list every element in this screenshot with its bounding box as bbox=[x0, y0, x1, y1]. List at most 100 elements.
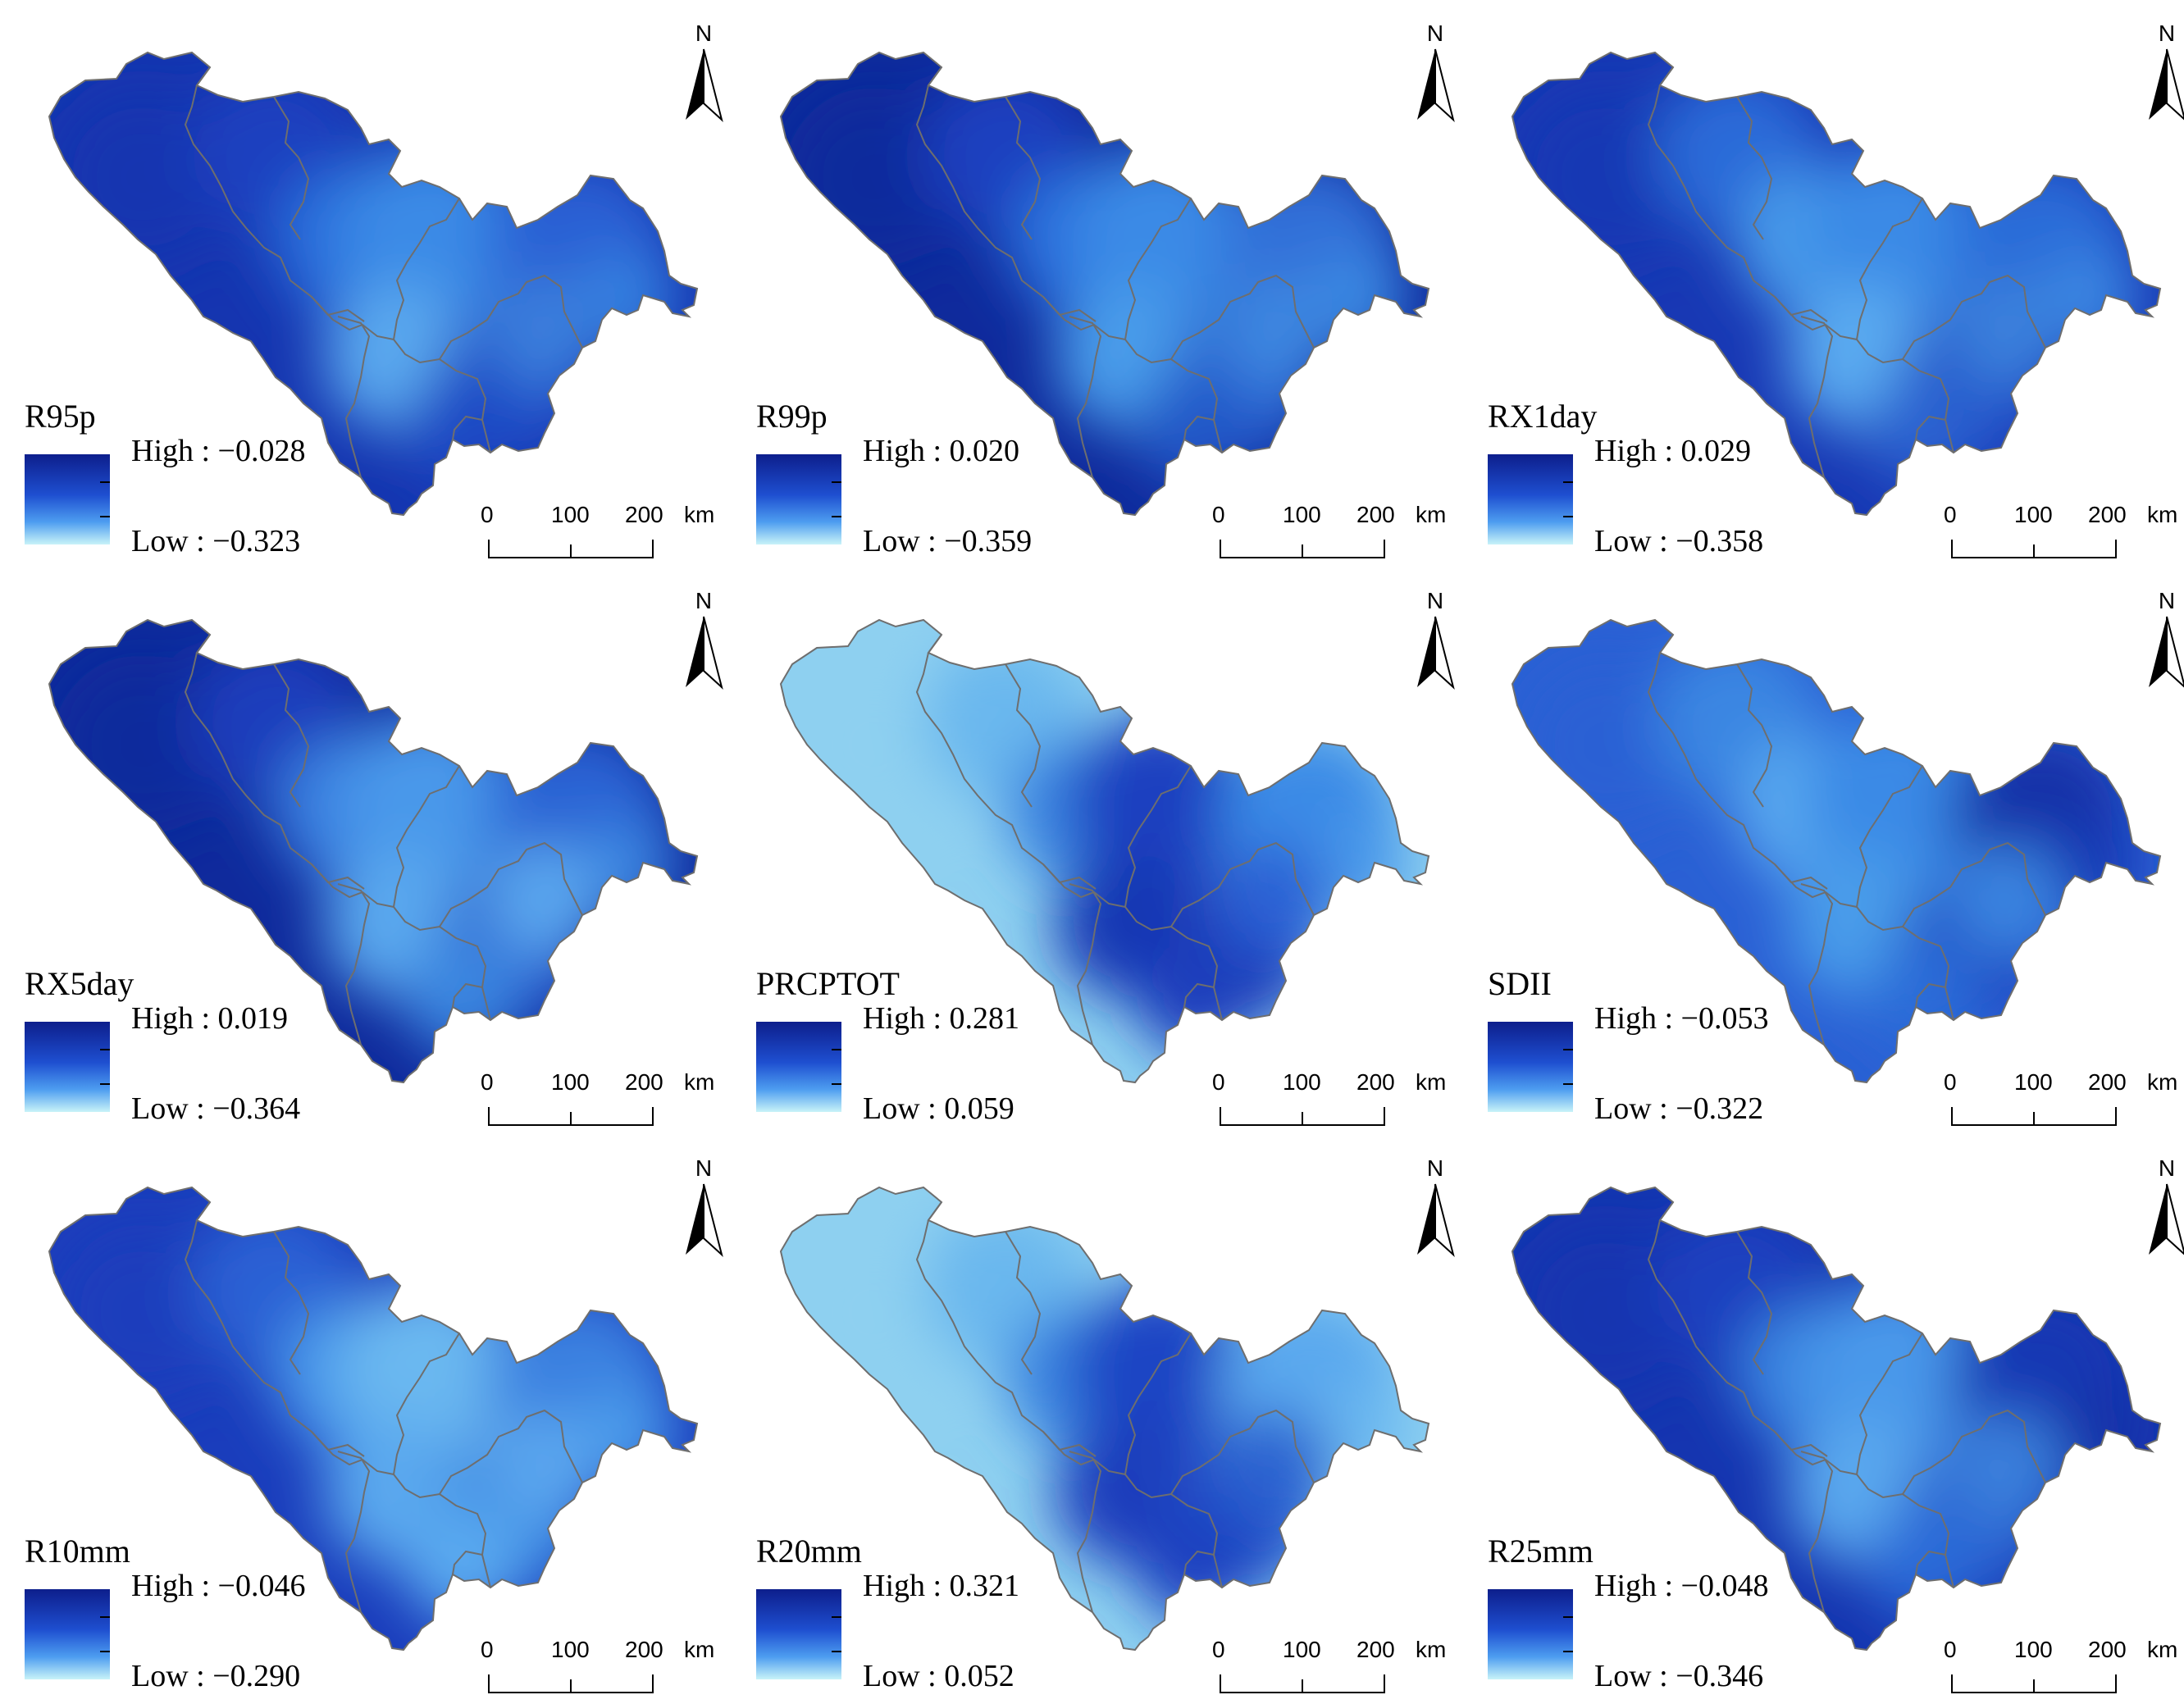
map-panel-r25mm: R25mm High : −0.048 Low : −0.346 N 0 100… bbox=[1466, 1140, 2184, 1704]
scale-tick-100: 100 bbox=[1283, 1069, 1321, 1095]
scale-unit: km bbox=[684, 1069, 715, 1095]
north-arrow-icon: N bbox=[2149, 588, 2184, 688]
value-field-blob bbox=[405, 1509, 520, 1624]
index-label: SDII bbox=[1488, 965, 1552, 1002]
north-arrow-icon: N bbox=[2149, 21, 2184, 121]
legend-color-ramp bbox=[756, 1022, 841, 1112]
value-field-blob bbox=[1219, 276, 1334, 390]
city-boundary bbox=[1183, 1550, 1215, 1575]
city-boundary bbox=[1005, 663, 1042, 808]
value-field-blob bbox=[1868, 374, 1983, 489]
index-label: R95p bbox=[25, 398, 96, 435]
legend-high-label: High : 0.281 bbox=[863, 1001, 1020, 1036]
province-map bbox=[779, 618, 1430, 1084]
city-boundary bbox=[273, 1231, 310, 1375]
city-boundary bbox=[452, 982, 483, 1008]
legend-low-label: Low : −0.322 bbox=[1594, 1091, 1764, 1126]
scale-tick-0: 0 bbox=[481, 1637, 494, 1662]
city-boundary bbox=[1800, 1451, 1834, 1613]
legend-high-label: High : 0.020 bbox=[863, 434, 1020, 468]
legend-high-label: High : −0.053 bbox=[1594, 1001, 1769, 1036]
scale-bar bbox=[488, 1107, 654, 1126]
value-field-blob bbox=[487, 1410, 602, 1525]
legend-color-ramp bbox=[25, 454, 110, 544]
legend-tick bbox=[100, 481, 110, 483]
value-field-blob bbox=[1950, 276, 2065, 390]
legend-tick bbox=[100, 516, 110, 517]
scale-tick-100: 100 bbox=[2014, 1637, 2053, 1662]
legend-tick bbox=[1563, 1049, 1573, 1050]
value-field-blob bbox=[1137, 374, 1252, 489]
svg-text:N: N bbox=[1427, 21, 1443, 46]
value-field-blob bbox=[1219, 843, 1334, 958]
scale-tick-0: 0 bbox=[1212, 1637, 1225, 1662]
scale-tick-200: 200 bbox=[1356, 1637, 1395, 1662]
scale-bar bbox=[1220, 540, 1385, 558]
legend-color-ramp bbox=[1488, 1022, 1573, 1112]
scale-tick-0: 0 bbox=[1944, 1637, 1957, 1662]
province-map bbox=[48, 1186, 699, 1652]
legend-tick bbox=[1563, 481, 1573, 483]
north-arrow-icon: N bbox=[686, 588, 723, 690]
north-arrow-icon: N bbox=[1417, 21, 1455, 122]
map-panel-r10mm: R10mm High : −0.046 Low : −0.290 N 0 100… bbox=[3, 1140, 723, 1704]
legend-color-ramp bbox=[1488, 454, 1573, 544]
legend-low-label: Low : −0.359 bbox=[863, 524, 1033, 558]
city-boundary bbox=[273, 663, 310, 808]
legend-high-label: High : −0.028 bbox=[131, 434, 306, 468]
city-boundary bbox=[1774, 296, 1858, 340]
scale-tick-100: 100 bbox=[1283, 1637, 1321, 1662]
city-boundary bbox=[1069, 1451, 1102, 1613]
city-boundary bbox=[311, 296, 394, 340]
province-map bbox=[1511, 51, 2162, 517]
scale-unit: km bbox=[1416, 502, 1447, 527]
city-boundary bbox=[1902, 1409, 2046, 1495]
legend-tick bbox=[100, 1651, 110, 1652]
value-field-blob bbox=[1868, 941, 1983, 1056]
legend-color-ramp bbox=[25, 1022, 110, 1112]
city-boundary bbox=[1005, 96, 1042, 240]
north-arrow-icon: N bbox=[686, 21, 723, 122]
city-boundary bbox=[273, 96, 310, 240]
city-boundary bbox=[1042, 296, 1126, 340]
scale-tick-0: 0 bbox=[1944, 1069, 1957, 1095]
scale-tick-200: 200 bbox=[2088, 1069, 2127, 1095]
province-map bbox=[779, 51, 1430, 517]
scale-tick-100: 100 bbox=[2014, 1069, 2053, 1095]
value-field-blob bbox=[1137, 941, 1252, 1056]
legend-color-ramp bbox=[756, 1589, 841, 1679]
city-boundary bbox=[1774, 863, 1858, 908]
scale-bar bbox=[488, 1674, 654, 1693]
city-boundary bbox=[311, 863, 394, 908]
legend-low-label: Low : 0.052 bbox=[863, 1659, 1014, 1693]
scale-bar bbox=[1951, 1674, 2117, 1693]
scale-unit: km bbox=[2147, 1637, 2178, 1662]
city-boundary bbox=[1915, 415, 1946, 440]
scale-tick-100: 100 bbox=[551, 502, 590, 527]
index-label: PRCPTOT bbox=[756, 965, 900, 1002]
city-boundary bbox=[1800, 883, 1834, 1046]
legend-tick bbox=[1563, 1616, 1573, 1618]
scale-tick-0: 0 bbox=[1944, 502, 1957, 527]
svg-text:N: N bbox=[2159, 588, 2175, 613]
city-boundary bbox=[1800, 316, 1834, 478]
scale-tick-200: 200 bbox=[1356, 1069, 1395, 1095]
scale-bar bbox=[488, 540, 654, 558]
index-label: R25mm bbox=[1488, 1533, 1594, 1570]
scale-tick-100: 100 bbox=[1283, 502, 1321, 527]
scale-tick-0: 0 bbox=[481, 502, 494, 527]
city-boundary bbox=[439, 1409, 583, 1495]
city-boundary bbox=[1736, 1231, 1773, 1375]
scale-unit: km bbox=[1416, 1069, 1447, 1095]
legend-tick bbox=[832, 516, 841, 517]
scale-unit: km bbox=[684, 1637, 715, 1662]
city-boundary bbox=[1736, 96, 1773, 240]
scale-tick-200: 200 bbox=[625, 1069, 663, 1095]
map-panel-r20mm: R20mm High : 0.321 Low : 0.052 N 0 100 2… bbox=[735, 1140, 1455, 1704]
index-label: RX5day bbox=[25, 965, 135, 1002]
city-boundary bbox=[311, 1431, 394, 1475]
legend-tick bbox=[832, 1616, 841, 1618]
city-boundary bbox=[1170, 1409, 1315, 1495]
svg-text:N: N bbox=[695, 588, 712, 613]
city-boundary bbox=[1902, 841, 2046, 927]
